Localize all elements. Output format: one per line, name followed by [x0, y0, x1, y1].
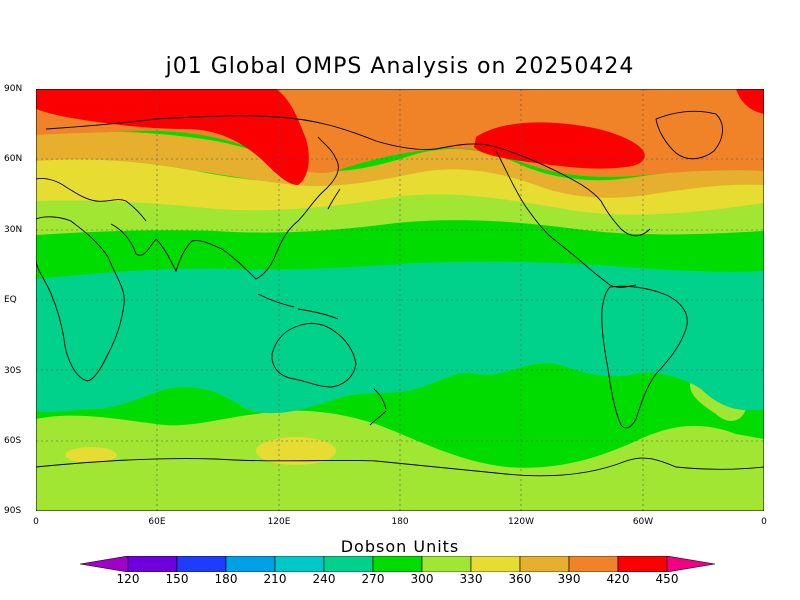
coast-alaska-canada [435, 143, 651, 237]
patch-330-360-b [65, 447, 117, 463]
patch-330-360-a [256, 437, 336, 465]
colorbar-tick-label: 450 [655, 572, 679, 586]
colorbar-swatch [568, 556, 619, 572]
colorbar-swatch [274, 556, 325, 572]
ozone-field-plot [36, 89, 764, 511]
coast-siberia-arctic [45, 115, 437, 150]
lon-tick-0-west: 0 [33, 517, 39, 527]
ozone-max-eurasia [36, 89, 309, 185]
ozone-max-arctic [736, 89, 764, 114]
coast-australia [271, 322, 357, 388]
band-300-330-north [36, 191, 764, 235]
colorbar-tick-label: 180 [214, 572, 238, 586]
lat-tick-30n: 30N [4, 225, 23, 235]
band-270-300-north [36, 217, 764, 279]
band-330-360 [36, 158, 764, 215]
ozone-map [36, 89, 764, 511]
colorbar-swatch [372, 556, 423, 572]
lat-tick-eq: EQ [4, 295, 17, 305]
coast-arabia-india [110, 223, 223, 273]
colorbar-tick-label: 270 [361, 572, 385, 586]
lon-tick-0-east: 0 [761, 517, 767, 527]
colorbar-swatch [470, 556, 521, 572]
colorbar-tick-label: 240 [312, 572, 336, 586]
colorbar-tick-label: 120 [116, 572, 140, 586]
ozone-max-canada [474, 122, 645, 169]
coastlines [36, 110, 764, 477]
colorbar [80, 556, 716, 572]
colorbar-swatch [225, 556, 276, 572]
lon-tick-120w: 120W [507, 517, 535, 527]
lon-tick-120e: 120E [267, 517, 291, 527]
coast-south-america [601, 285, 688, 429]
lat-tick-90s: 90S [4, 506, 22, 516]
coast-africa [36, 216, 125, 382]
map-title: j01 Global OMPS Analysis on 20250424 [165, 54, 635, 79]
lat-tick-60s: 60S [4, 436, 22, 446]
coast-east-asia [221, 136, 339, 280]
colorbar-swatch [176, 556, 227, 572]
colorbar-swatch [519, 556, 570, 572]
lon-tick-60e: 60E [148, 517, 166, 527]
colorbar-under-triangle [80, 556, 129, 572]
colorbar-swatch [617, 556, 668, 572]
colorbar-tick-label: 330 [459, 572, 483, 586]
coast-indonesia [257, 293, 339, 320]
lat-tick-90n: 90N [4, 84, 23, 94]
coast-antarctica [36, 457, 764, 477]
colorbar-title: Dobson Units [340, 537, 460, 556]
lat-tick-30s: 30S [4, 366, 22, 376]
colorbar-tick-label: 420 [606, 572, 630, 586]
colorbar-tick-label: 390 [557, 572, 581, 586]
colorbar-over-triangle [666, 556, 716, 572]
colorbar-swatch [127, 556, 178, 572]
colorbar-tick-label: 300 [410, 572, 434, 586]
coast-europe [36, 178, 147, 222]
coast-new-zealand [369, 388, 387, 426]
colorbar-tick-label: 150 [165, 572, 189, 586]
coast-japan [327, 188, 341, 210]
colorbar-swatch [421, 556, 472, 572]
lon-tick-60w: 60W [632, 517, 654, 527]
coast-greenland [655, 110, 723, 160]
colorbar-swatch [323, 556, 374, 572]
graticule [36, 89, 764, 511]
lon-tick-180: 180 [391, 517, 409, 527]
lat-tick-60n: 60N [4, 154, 23, 164]
colorbar-tick-label: 210 [263, 572, 287, 586]
colorbar-tick-label: 360 [508, 572, 532, 586]
band-240-270 [36, 261, 764, 414]
coast-north-america-west [495, 150, 585, 265]
